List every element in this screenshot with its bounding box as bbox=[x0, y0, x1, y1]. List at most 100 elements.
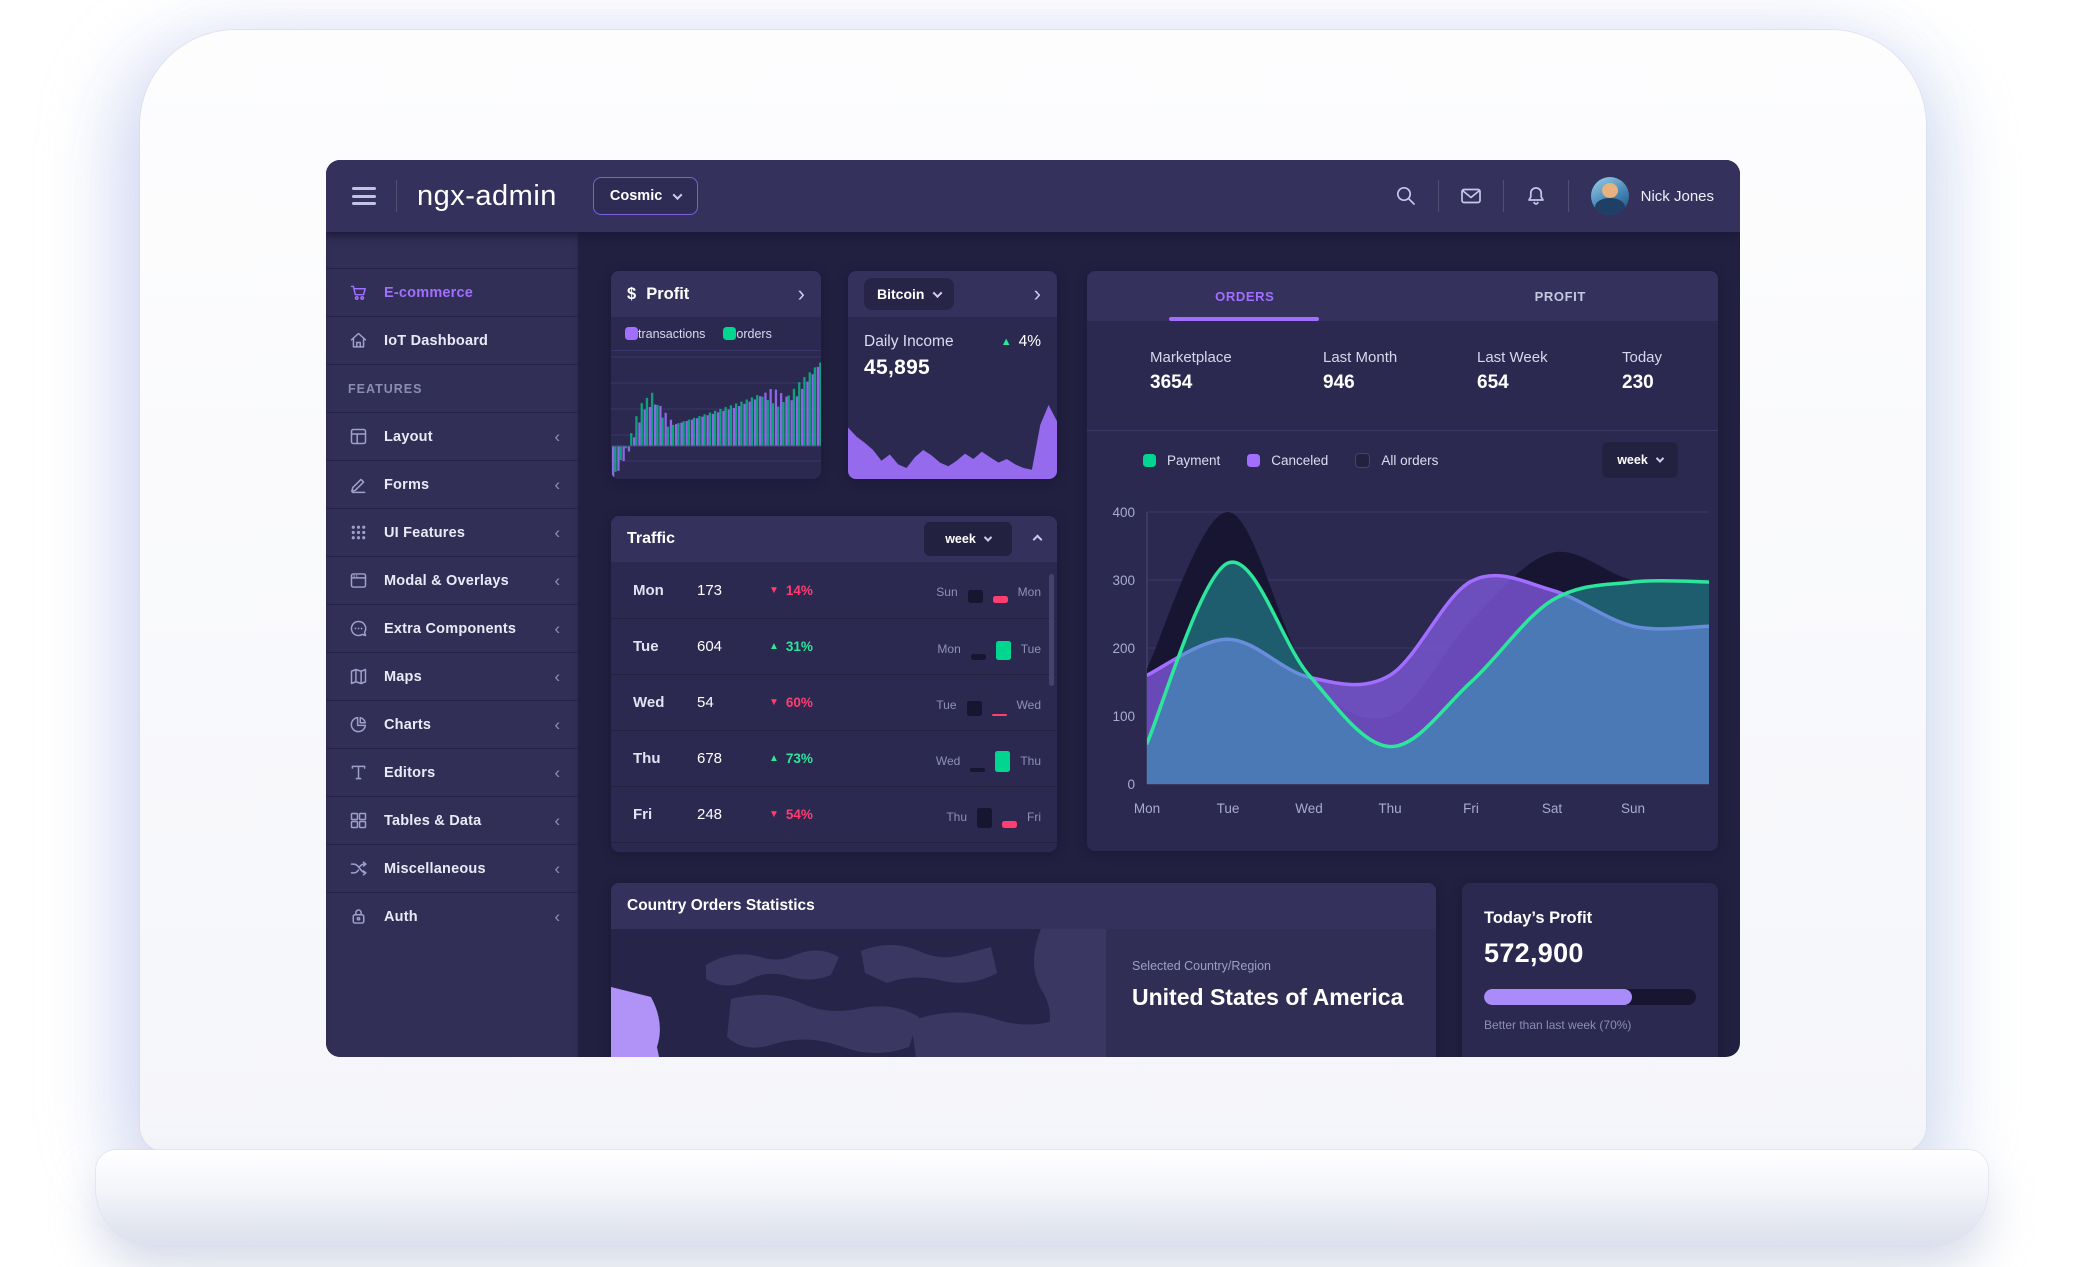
traffic-value: 604 bbox=[697, 638, 723, 655]
chevron-right-icon[interactable]: › bbox=[1033, 281, 1041, 306]
svg-text:0: 0 bbox=[1127, 777, 1135, 792]
sidebar-item-label: Extra Components bbox=[384, 620, 517, 637]
legend-label: transactions bbox=[638, 326, 706, 341]
theme-select[interactable]: Cosmic bbox=[592, 177, 699, 215]
selected-country-panel: Selected Country/Region United States of… bbox=[1106, 929, 1436, 1057]
svg-text:Sun: Sun bbox=[1621, 801, 1645, 816]
stat-value: 230 bbox=[1622, 372, 1654, 393]
stat-value: 946 bbox=[1323, 372, 1355, 393]
stat-label: Marketplace bbox=[1150, 349, 1232, 366]
cart-icon bbox=[348, 282, 369, 303]
stat-last-month: Last Month 946 bbox=[1323, 349, 1477, 430]
sidebar-item-charts[interactable]: Charts ‹ bbox=[326, 700, 578, 748]
today-profit-title: Today’s Profit bbox=[1484, 909, 1593, 927]
daily-income-delta-value: 4% bbox=[1018, 333, 1041, 350]
traffic-day: Tue bbox=[633, 638, 659, 655]
sidebar-item-label: IoT Dashboard bbox=[384, 332, 489, 349]
chevron-left-icon: ‹ bbox=[554, 763, 560, 782]
sidebar-item-miscellaneous[interactable]: Miscellaneous ‹ bbox=[326, 844, 578, 892]
svg-text:200: 200 bbox=[1112, 641, 1135, 656]
search-icon[interactable] bbox=[1394, 184, 1418, 208]
compare-current-bar bbox=[995, 640, 1011, 660]
sidebar-item-e-commerce[interactable]: E-commerce bbox=[326, 268, 578, 316]
compare-current-bar bbox=[1002, 820, 1017, 828]
today-profit-progress-fill bbox=[1484, 989, 1633, 1005]
country-card-header: Country Orders Statistics bbox=[611, 883, 1436, 929]
sidebar-item-layout[interactable]: Layout ‹ bbox=[326, 412, 578, 460]
stat-last-week: Last Week 654 bbox=[1477, 349, 1622, 430]
legend-swatch bbox=[625, 327, 638, 340]
map-highlighted-region[interactable] bbox=[611, 987, 721, 1057]
traffic-row-fri: Fri 248 ▼ 54% Thu Fri bbox=[611, 786, 1057, 842]
traffic-compare: Sun Mon bbox=[869, 577, 1041, 603]
compare-prev-label: Wed bbox=[935, 753, 961, 768]
legend-label: orders bbox=[736, 326, 772, 341]
traffic-compare: Tue Wed bbox=[869, 690, 1041, 716]
compare-current-bar bbox=[991, 713, 1007, 716]
legend-swatch bbox=[1143, 453, 1156, 467]
collapse-icon[interactable] bbox=[1032, 534, 1043, 544]
sidebar-item-label: Forms bbox=[384, 476, 430, 493]
sidebar-item-extra-components[interactable]: Extra Components ‹ bbox=[326, 604, 578, 652]
today-profit-card: Today’s Profit 572,900 Better than last … bbox=[1462, 883, 1718, 1057]
all-orders-checkbox[interactable] bbox=[1355, 452, 1371, 468]
svg-text:Sat: Sat bbox=[1542, 801, 1563, 816]
traffic-period-select[interactable]: week bbox=[924, 522, 1012, 556]
user-avatar[interactable] bbox=[1590, 177, 1629, 215]
legend-label: All orders bbox=[1381, 452, 1439, 468]
svg-text:Fri: Fri bbox=[1463, 801, 1479, 816]
currency-select[interactable]: Bitcoin bbox=[864, 278, 955, 310]
bell-icon[interactable] bbox=[1524, 184, 1548, 208]
chevron-left-icon: ‹ bbox=[554, 427, 560, 446]
sidebar-item-label: Charts bbox=[384, 716, 432, 733]
traffic-scrollbar[interactable] bbox=[1049, 574, 1054, 686]
sidebar-item-forms[interactable]: Forms ‹ bbox=[326, 460, 578, 508]
menu-toggle-icon[interactable] bbox=[352, 187, 376, 205]
chevron-down-icon bbox=[983, 533, 993, 542]
traffic-period-value: week bbox=[945, 532, 976, 546]
compare-current-label: Mon bbox=[1017, 585, 1041, 599]
orders-profit-tabs: ORDERS PROFIT bbox=[1087, 271, 1718, 321]
compare-prev-bar bbox=[977, 807, 992, 828]
legend-item-orders: orders bbox=[723, 326, 772, 341]
tab-profit[interactable]: PROFIT bbox=[1534, 288, 1586, 304]
pie-chart-icon bbox=[348, 714, 369, 735]
traffic-day: Wed bbox=[633, 694, 665, 711]
chevron-right-icon[interactable]: › bbox=[797, 281, 805, 306]
tab-orders[interactable]: ORDERS bbox=[1215, 288, 1275, 304]
user-name[interactable]: Nick Jones bbox=[1640, 187, 1714, 205]
svg-text:Mon: Mon bbox=[1134, 801, 1160, 816]
compare-current-bar bbox=[992, 596, 1008, 603]
home-icon bbox=[348, 330, 369, 351]
lock-icon bbox=[348, 906, 369, 927]
mail-icon[interactable] bbox=[1459, 184, 1483, 208]
svg-text:300: 300 bbox=[1112, 573, 1135, 588]
sidebar-item-label: Maps bbox=[384, 668, 422, 685]
sidebar: E-commerce IoT Dashboard FEATURES Layout ‹ Fo… bbox=[326, 232, 578, 1057]
sidebar-item-editors[interactable]: Editors ‹ bbox=[326, 748, 578, 796]
svg-text:Wed: Wed bbox=[1295, 801, 1323, 816]
compare-prev-label: Tue bbox=[936, 697, 957, 712]
daily-income-chart bbox=[848, 385, 1057, 479]
sidebar-item-maps[interactable]: Maps ‹ bbox=[326, 652, 578, 700]
sidebar-item-tables-data[interactable]: Tables & Data ‹ bbox=[326, 796, 578, 844]
sidebar-item-auth[interactable]: Auth ‹ bbox=[326, 892, 578, 940]
sidebar-item-modal-overlays[interactable]: Modal & Overlays ‹ bbox=[326, 556, 578, 604]
sidebar-item-label: Editors bbox=[384, 764, 436, 781]
topbar-separator bbox=[1567, 180, 1569, 212]
sidebar-item-ui-features[interactable]: UI Features ‹ bbox=[326, 508, 578, 556]
traffic-delta: ▼ 54% bbox=[769, 807, 813, 822]
compare-current-label: Fri bbox=[1027, 809, 1041, 824]
sidebar-item-label: Tables & Data bbox=[384, 812, 482, 829]
orders-period-select[interactable]: week bbox=[1602, 442, 1678, 478]
layout-icon bbox=[348, 426, 369, 447]
traffic-day: Thu bbox=[633, 750, 661, 767]
chevron-left-icon: ‹ bbox=[554, 619, 560, 638]
dollar-icon: $ bbox=[627, 284, 637, 303]
text-icon bbox=[348, 762, 369, 783]
daily-income-label: Daily Income bbox=[864, 333, 954, 350]
chevron-down-icon bbox=[933, 287, 943, 298]
sidebar-item-iot-dashboard[interactable]: IoT Dashboard bbox=[326, 316, 578, 364]
sidebar-item-label: E-commerce bbox=[384, 284, 474, 301]
profit-card: $ Profit › transactions orders bbox=[611, 271, 821, 479]
